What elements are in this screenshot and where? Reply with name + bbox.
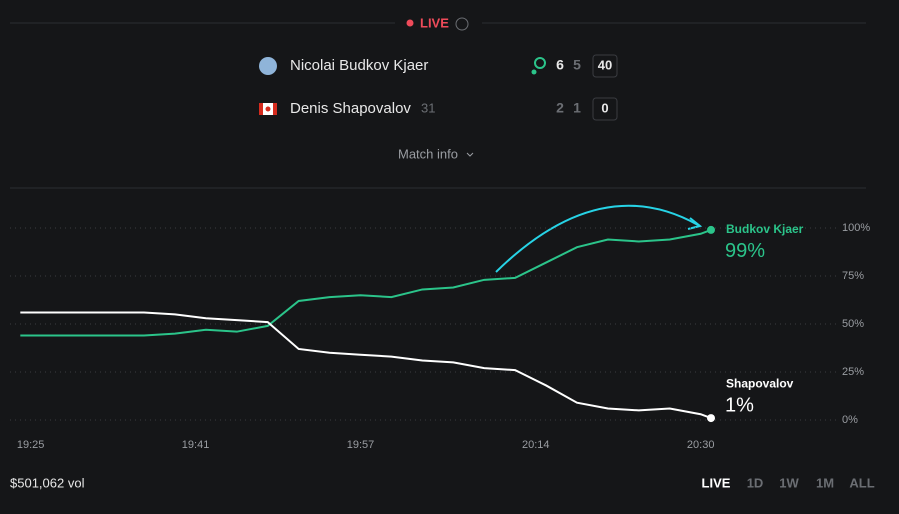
value-label: 99%	[725, 240, 765, 262]
chevron	[466, 152, 474, 157]
flag-icon	[265, 106, 271, 112]
serve-icon	[534, 57, 546, 69]
range-tab[interactable]: LIVE	[702, 475, 731, 490]
y-tick-label: 25%	[842, 366, 864, 378]
live-status: LIVE	[420, 15, 449, 30]
serve-ball	[531, 69, 537, 75]
live-dot	[406, 19, 414, 27]
series-line	[20, 311, 712, 420]
player-rank: 31	[421, 100, 435, 115]
player-name: Nicolai Budkov Kjaer	[290, 57, 428, 74]
globe-icon	[259, 57, 277, 75]
points-box	[592, 97, 618, 121]
end-point	[707, 225, 715, 234]
points-box	[592, 54, 618, 78]
volume: $501,062 vol	[10, 475, 85, 490]
end-point	[707, 414, 715, 423]
flag-icon	[273, 103, 277, 115]
y-tick-label: 0%	[842, 414, 858, 426]
y-tick-label: 50%	[842, 318, 864, 330]
info-icon[interactable]	[455, 17, 469, 31]
points: 0	[601, 100, 608, 115]
value-label: 1%	[725, 394, 754, 416]
range-tab[interactable]: ALL	[849, 475, 874, 490]
x-tick-label: 20:30	[687, 439, 715, 451]
series-name: Shapovalov	[726, 376, 794, 390]
series-name: Budkov Kjaer	[726, 222, 804, 236]
set-score: 6	[556, 57, 564, 73]
range-tab[interactable]: 1W	[779, 475, 799, 490]
annotation-arrow	[495, 204, 699, 273]
y-tick-label: 100%	[842, 222, 870, 234]
match-info[interactable]: Match info	[398, 146, 458, 161]
x-tick-label: 20:14	[522, 439, 550, 451]
annotation-arrow	[687, 217, 703, 230]
series-line	[20, 228, 712, 337]
set-score: 5	[573, 57, 581, 73]
y-tick-label: 75%	[842, 270, 864, 282]
player-name: Denis Shapovalov	[290, 100, 411, 117]
points: 40	[598, 57, 612, 72]
x-tick-label: 19:25	[17, 439, 45, 451]
range-tab[interactable]: 1M	[816, 475, 834, 490]
range-tab[interactable]: 1D	[747, 475, 764, 490]
set-score: 2	[556, 100, 564, 116]
x-tick-label: 19:41	[182, 439, 210, 451]
set-score: 1	[573, 100, 581, 116]
flag-icon	[259, 103, 263, 115]
x-tick-label: 19:57	[347, 439, 375, 451]
